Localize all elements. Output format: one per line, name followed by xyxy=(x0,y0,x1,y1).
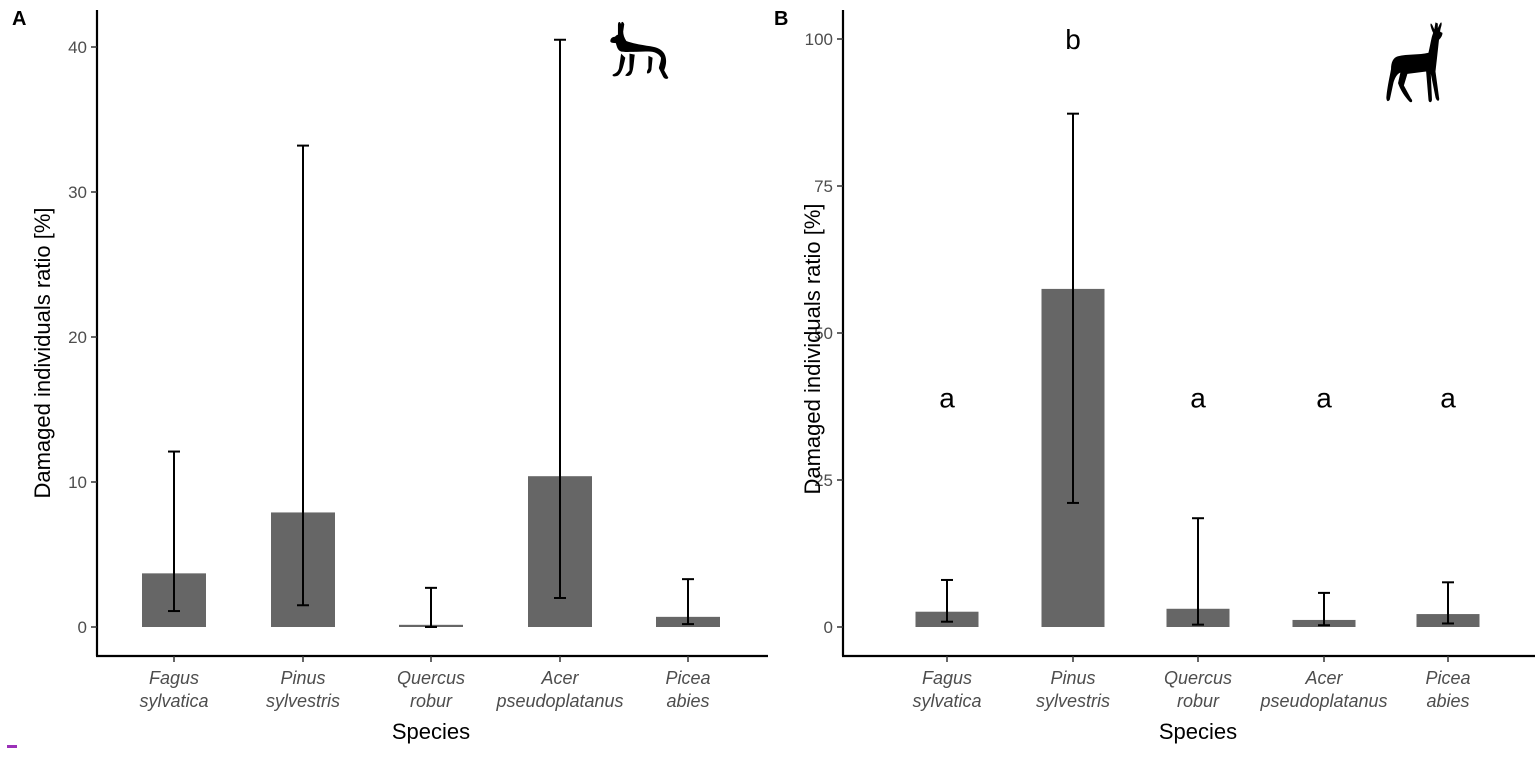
x-tick-label: sylvestris xyxy=(266,691,340,711)
error-bar xyxy=(1318,591,1330,627)
x-tick-label: Pinus xyxy=(1050,668,1095,688)
significance-letter: a xyxy=(1190,383,1206,414)
x-tick-label: Fagus xyxy=(149,668,199,688)
panel-letter: B xyxy=(774,8,789,30)
x-axis-title: Species xyxy=(1159,719,1237,744)
y-tick-label: 20 xyxy=(68,328,87,347)
error-bar xyxy=(941,578,953,623)
hare-silhouette-icon xyxy=(610,21,669,79)
panel-letter: A xyxy=(12,8,27,30)
y-axis-title: Damaged individuals ratio [%] xyxy=(30,207,55,498)
x-tick-label: Picea xyxy=(1425,668,1470,688)
x-tick-label: abies xyxy=(1426,691,1469,711)
x-tick-label: Quercus xyxy=(397,668,465,688)
x-tick-label: pseudoplatanus xyxy=(495,691,623,711)
x-tick-label: Fagus xyxy=(922,668,972,688)
y-tick-label: 40 xyxy=(68,38,87,57)
y-tick-label: 50 xyxy=(814,324,833,343)
x-tick-label: sylvatica xyxy=(912,691,981,711)
significance-letter: b xyxy=(1065,24,1081,55)
error-bar xyxy=(1192,517,1204,626)
roe-deer-silhouette-icon xyxy=(1386,22,1443,103)
panel-b: B 0 25 50 75 100 Damaged individuals ratio [%… xyxy=(770,0,1535,756)
x-tick-label: Pinus xyxy=(280,668,325,688)
footer-mark xyxy=(7,745,17,748)
y-tick-label: 30 xyxy=(68,183,87,202)
error-bar xyxy=(682,578,694,626)
significance-letter: a xyxy=(939,383,955,414)
error-bar xyxy=(554,38,566,599)
error-bar xyxy=(425,586,437,628)
x-tick-label: pseudoplatanus xyxy=(1259,691,1387,711)
x-tick-label: sylvestris xyxy=(1036,691,1110,711)
error-bar xyxy=(297,144,309,607)
x-tick-label: sylvatica xyxy=(139,691,208,711)
significance-letter: a xyxy=(1440,383,1456,414)
y-tick-label: 25 xyxy=(814,471,833,490)
x-tick-label: Quercus xyxy=(1164,668,1232,688)
y-tick-label: 0 xyxy=(824,618,833,637)
x-tick-label: Acer xyxy=(540,668,579,688)
x-tick-label: robur xyxy=(1177,691,1220,711)
y-tick-label: 75 xyxy=(814,177,833,196)
x-axis-title: Species xyxy=(392,719,470,744)
x-tick-label: Picea xyxy=(665,668,710,688)
y-tick-label: 0 xyxy=(78,618,87,637)
y-axis-title: Damaged individuals ratio [%] xyxy=(800,203,825,494)
error-bar xyxy=(1442,581,1454,625)
panel-a: A 0 10 20 30 40 Damaged individuals ratio [%]… xyxy=(0,0,770,756)
x-tick-label: abies xyxy=(666,691,709,711)
bar-chart-roe-deer: 0 25 50 75 100 Damaged individuals ratio [%] F… xyxy=(800,10,1535,744)
error-bar xyxy=(1067,112,1079,504)
x-tick-label: Acer xyxy=(1304,668,1343,688)
x-tick-label: robur xyxy=(410,691,453,711)
significance-letter: a xyxy=(1316,383,1332,414)
y-tick-label: 100 xyxy=(805,30,833,49)
error-bar xyxy=(168,450,180,613)
y-tick-label: 10 xyxy=(68,473,87,492)
bar-chart-hare: 0 10 20 30 40 Damaged individuals ratio [%] Fa… xyxy=(30,10,768,744)
